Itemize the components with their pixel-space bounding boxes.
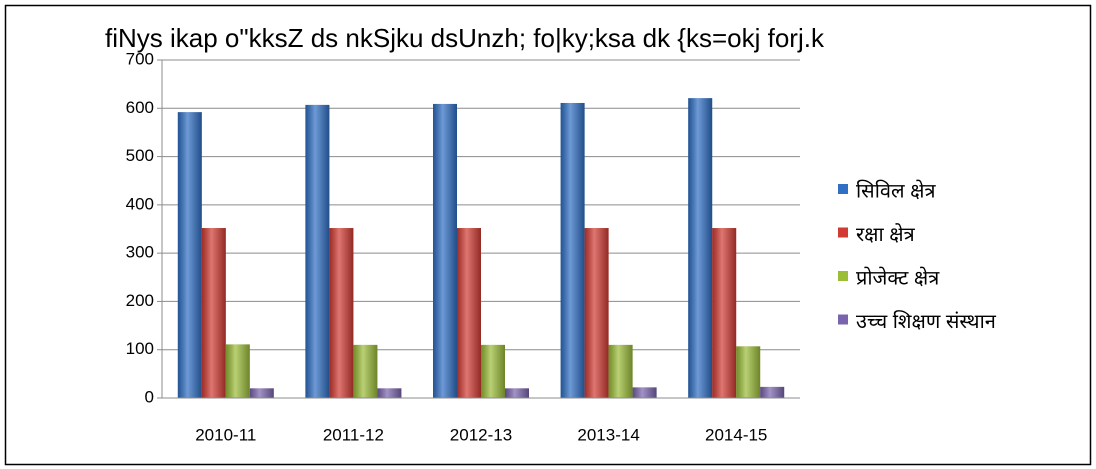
x-tick-label: 2010-11 bbox=[195, 425, 256, 444]
y-tick-label: 600 bbox=[126, 98, 154, 117]
bar-highlight bbox=[433, 103, 457, 398]
bar-highlight bbox=[305, 104, 330, 399]
bar-highlight bbox=[377, 388, 402, 398]
x-tick-label: 2014-15 bbox=[705, 425, 767, 444]
y-tick-label: 700 bbox=[126, 49, 154, 68]
bar-highlight bbox=[688, 98, 713, 398]
x-tick-label: 2011-12 bbox=[323, 425, 384, 444]
legend-label: रक्षा क्षेत्र bbox=[856, 223, 916, 246]
bar-highlight bbox=[225, 344, 250, 398]
bar-highlight bbox=[760, 386, 785, 398]
bar-highlight bbox=[457, 228, 481, 398]
bar-highlight bbox=[505, 388, 529, 398]
bar-highlight bbox=[712, 228, 737, 398]
bar-highlight bbox=[608, 344, 633, 398]
bar-highlight bbox=[632, 387, 657, 398]
chart-title: fiNys ikap o"kksZ ds nkSjku dsUnzh; fo|k… bbox=[105, 23, 825, 53]
legend-label: प्रोजेक्ट क्षेत्र bbox=[856, 266, 940, 289]
bar-highlight bbox=[249, 388, 274, 398]
y-tick-label: 0 bbox=[145, 387, 154, 406]
legend-swatch bbox=[838, 227, 848, 238]
bar-highlight bbox=[201, 228, 226, 398]
y-tick-label: 500 bbox=[126, 146, 154, 165]
bar-highlight bbox=[329, 228, 354, 398]
bar-highlight bbox=[736, 346, 761, 398]
x-tick-label: 2013-14 bbox=[577, 425, 639, 444]
legend-swatch bbox=[838, 184, 848, 194]
bar-highlight bbox=[584, 228, 609, 398]
y-tick-label: 200 bbox=[126, 291, 154, 310]
legend-label: सिविल क्षेत्र bbox=[856, 179, 936, 202]
bar-highlight bbox=[560, 102, 585, 398]
y-tick-label: 400 bbox=[126, 194, 154, 213]
bar-highlight bbox=[177, 112, 202, 399]
y-tick-label: 100 bbox=[126, 339, 154, 358]
bar-highlight bbox=[481, 344, 505, 398]
legend-label: उच्च शिक्षण संस्थान bbox=[856, 310, 997, 333]
bar-highlight bbox=[353, 344, 378, 398]
chart-frame bbox=[4, 4, 1092, 466]
y-tick-label: 300 bbox=[126, 243, 154, 262]
legend-swatch bbox=[838, 271, 848, 281]
legend-swatch bbox=[838, 314, 848, 325]
x-tick-label: 2012-13 bbox=[450, 425, 512, 444]
